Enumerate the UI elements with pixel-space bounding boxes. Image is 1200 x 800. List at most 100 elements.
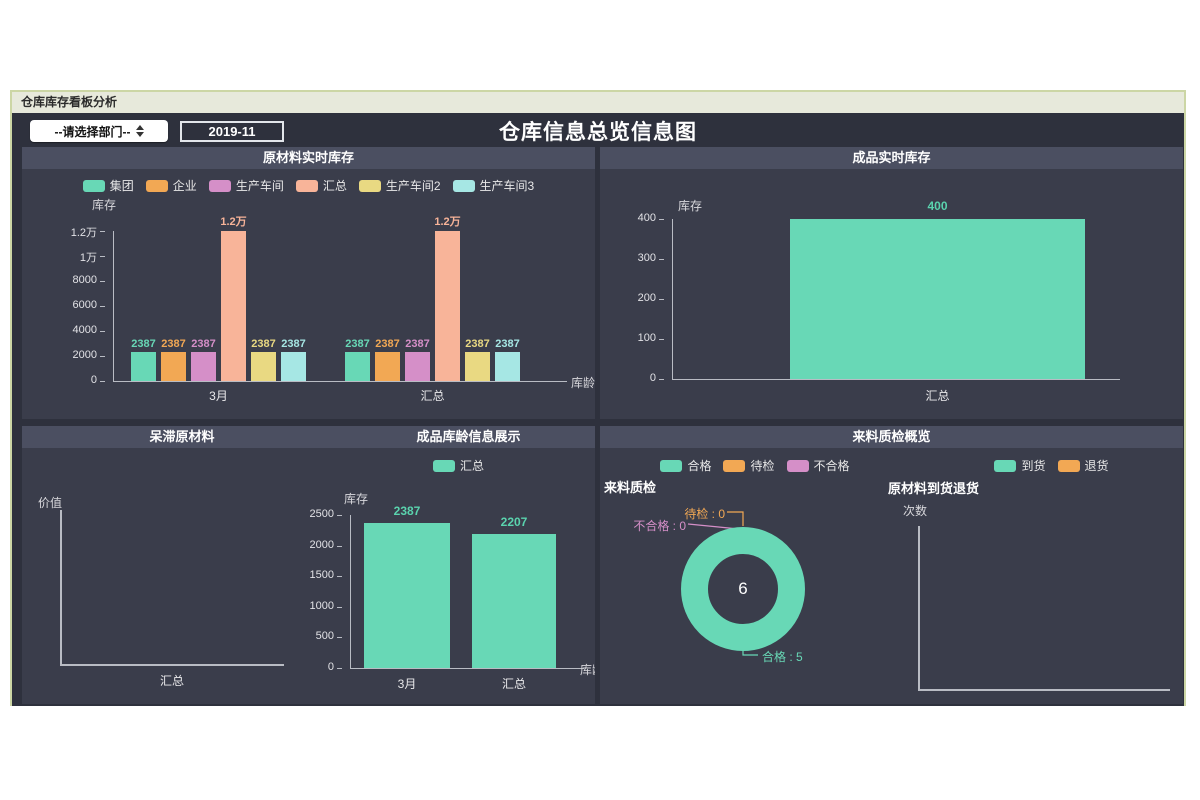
legend-swatch (786, 459, 809, 472)
legend-item-daohuo[interactable]: 到货 (994, 457, 1046, 474)
y-axis-title: 库存 (678, 199, 703, 213)
finished-stock-chart: 库存 400 300 200 100 0 400 汇总 (600, 169, 1183, 419)
legend-swatch (432, 459, 455, 472)
y-axis (350, 515, 351, 669)
legend-item-chejian2[interactable]: 生产车间2 (358, 177, 441, 194)
x-axis (350, 668, 584, 669)
bar-jituan: 2387 (345, 338, 370, 381)
bar-chejian2: 2387 (465, 338, 490, 381)
y-tick: 1500 (270, 569, 342, 581)
legend-swatch (82, 179, 105, 192)
bar-total (472, 534, 556, 668)
legend-item-hege[interactable]: 合格 (660, 457, 711, 474)
y-tick: 300 (604, 252, 664, 264)
y-tick: 2000 (270, 539, 342, 551)
donut-total: 6 (738, 579, 748, 598)
bar-huizong (790, 219, 1085, 379)
dashboard-window: 仓库库存看板分析 --请选择部门-- 2019-11 仓库信息总览信息图 原材料… (10, 90, 1186, 706)
x-axis (918, 689, 1170, 691)
bar-qiye: 2387 (161, 338, 186, 381)
legend-item-huizong[interactable]: 汇总 (432, 457, 484, 474)
bar-qiye: 2387 (375, 338, 400, 381)
y-tick: 2000 (22, 349, 105, 361)
y-tick: 4000 (22, 324, 105, 336)
bar-huizong: 1.2万 (220, 213, 247, 381)
legend-swatch (452, 179, 475, 192)
y-tick: 8000 (22, 274, 105, 286)
x-axis (60, 664, 284, 666)
legend-swatch (145, 179, 168, 192)
dashboard-content: --请选择部门-- 2019-11 仓库信息总览信息图 原材料实时库存 集团 企… (12, 113, 1184, 706)
panel-finished-title: 成品实时库存 (600, 147, 1183, 169)
legend-item-buhege[interactable]: 不合格 (786, 457, 850, 474)
raw-stock-chart: 集团 企业 生产车间 汇总 生产车间2 生产车间3 库存 1.2万 1万 800… (22, 169, 595, 419)
bar-value: 2387 (393, 504, 421, 518)
bar-chejian: 2387 (405, 338, 430, 381)
y-tick: 2500 (270, 508, 342, 520)
legend-swatch (660, 459, 683, 472)
bar-group-march: 2387 2387 2387 1.2万 2387 2387 (131, 213, 306, 381)
x-category: 汇总 (925, 389, 950, 403)
y-tick: 400 (604, 212, 664, 224)
age-legend: 汇总 (322, 457, 595, 474)
x-category: 汇总 (420, 389, 445, 403)
x-axis-title: 库龄 (571, 376, 595, 390)
legend-item-chejian3[interactable]: 生产车间3 (452, 177, 534, 194)
month-input[interactable]: 2019-11 (180, 121, 284, 142)
month-value: 2019-11 (208, 124, 256, 139)
bar-chejian2: 2387 (251, 338, 276, 381)
legend-swatch (994, 459, 1017, 472)
window-titlebar: 仓库库存看板分析 (12, 92, 1184, 113)
x-axis (113, 381, 567, 382)
legend-item-huizong[interactable]: 汇总 (295, 177, 347, 194)
legend-swatch (295, 179, 318, 192)
y-axis (60, 510, 62, 664)
panel-stagnant-title: 呆滞原材料 (149, 429, 215, 444)
select-spinner-icon (135, 125, 144, 137)
quality-donut-chart: 6 (681, 527, 805, 651)
department-select-value: --请选择部门-- (54, 124, 131, 139)
legend-swatch (1057, 459, 1080, 472)
legend-item-tuihuo[interactable]: 退货 (1057, 457, 1109, 474)
y-tick: 6000 (22, 299, 105, 311)
bar-chejian3: 2387 (495, 338, 520, 381)
bar-group-total: 2387 2387 2387 1.2万 2387 2387 (345, 213, 520, 381)
panel-age-title: 成品库龄信息展示 (416, 429, 521, 444)
callout-pending: 待检 : 0 (684, 507, 725, 521)
x-category: 3月 (209, 389, 228, 403)
y-axis (918, 526, 920, 689)
quality-legend: 合格 待检 不合格 (600, 457, 910, 474)
bar-value: 400 (927, 199, 948, 213)
legend-swatch (723, 459, 746, 472)
legend-item-daijian[interactable]: 待检 (723, 457, 775, 474)
x-category: 汇总 (159, 674, 184, 688)
pie-title: 来料质检 (604, 480, 657, 495)
y-tick: 0 (604, 372, 664, 384)
y-axis (672, 219, 673, 380)
y-tick: 0 (22, 374, 105, 386)
panel-bottom-left: 呆滞原材料 成品库龄信息展示 价值 汇总 汇总 库存 2500 2000 150… (22, 426, 595, 704)
y-axis (113, 231, 114, 382)
bar-value: 2207 (500, 515, 528, 529)
y-tick: 100 (604, 332, 664, 344)
bar-jituan: 2387 (131, 338, 156, 381)
bar-march (364, 523, 450, 668)
y-tick: 200 (604, 292, 664, 304)
legend-swatch (208, 179, 231, 192)
callout-rejected: 不合格 : 0 (633, 519, 686, 533)
bar-chejian: 2387 (191, 338, 216, 381)
x-axis-title: 库龄 (580, 663, 595, 677)
panel-raw-material-stock: 原材料实时库存 集团 企业 生产车间 汇总 生产车间2 生产车间3 库存 1.2… (22, 147, 595, 419)
bar-chejian3: 2387 (281, 338, 306, 381)
legend-item-jituan[interactable]: 集团 (82, 177, 134, 194)
arrival-legend: 到货 退货 (920, 457, 1183, 474)
legend-item-qiye[interactable]: 企业 (145, 177, 197, 194)
y-tick: 1.2万 (22, 224, 105, 240)
legend-item-chejian[interactable]: 生产车间 (208, 177, 284, 194)
panel-raw-title: 原材料实时库存 (22, 147, 595, 169)
y-axis-title: 次数 (903, 504, 928, 518)
panel-quality-title: 来料质检概览 (600, 426, 1183, 448)
department-select[interactable]: --请选择部门-- (30, 120, 168, 142)
y-tick: 1000 (270, 600, 342, 612)
panel-finished-stock: 成品实时库存 库存 400 300 200 100 0 400 汇总 (600, 147, 1183, 419)
